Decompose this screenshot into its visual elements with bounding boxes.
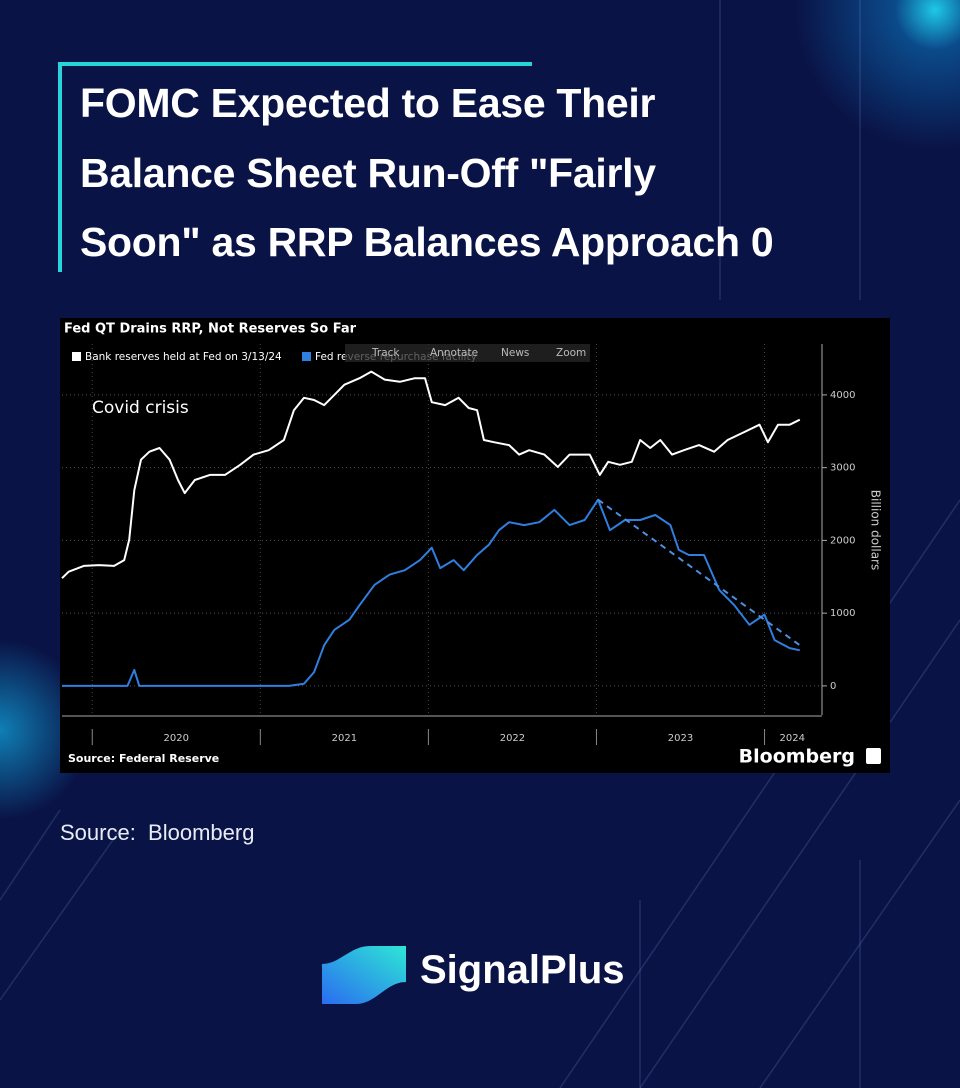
toolbar-item: News	[501, 347, 529, 359]
chart-background	[60, 318, 890, 773]
legend-swatch	[72, 352, 81, 361]
y-tick-label: 1000	[830, 608, 855, 619]
title-frame	[58, 62, 532, 272]
chart-brand: Bloomberg	[739, 746, 855, 768]
legend-swatch	[302, 352, 311, 361]
annotation: Covid crisis	[92, 398, 189, 418]
legend-label: Bank reserves held at Fed on 3/13/24	[85, 351, 282, 363]
title-line: Soon" as RRP Balances Approach 0	[80, 219, 774, 265]
title-line: Balance Sheet Run-Off "Fairly	[80, 150, 656, 196]
x-tick-label: 2020	[164, 733, 189, 744]
y-tick-label: 4000	[830, 390, 855, 401]
deco-line	[759, 799, 960, 1088]
series-line	[62, 498, 801, 687]
y-tick-label: 3000	[830, 463, 855, 474]
logo-icon	[322, 946, 406, 1004]
deco-line	[639, 619, 960, 1088]
y-tick-label: 2000	[830, 535, 855, 546]
chart-title: Fed QT Drains RRP, Not Reserves So Far	[64, 322, 357, 337]
chart-source: Source: Federal Reserve	[68, 752, 219, 765]
toolbar-item: Track	[371, 347, 400, 359]
series-line	[61, 370, 801, 579]
page-brand: SignalPlus	[420, 948, 625, 992]
x-tick-label: 2022	[500, 733, 525, 744]
title-line: FOMC Expected to Ease Their	[80, 80, 656, 126]
x-tick-label: 2021	[332, 733, 357, 744]
toolbar	[345, 344, 590, 362]
toolbar-item: Zoom	[556, 347, 586, 359]
toolbar-item: Annotate	[430, 347, 478, 359]
brand-icon	[866, 748, 881, 764]
x-tick-label: 2024	[780, 733, 805, 744]
deco-line	[0, 829, 121, 1001]
x-tick-label: 2023	[668, 733, 693, 744]
trendline	[597, 498, 801, 647]
page-source: Source: Bloomberg	[60, 820, 255, 845]
deco-line	[0, 809, 61, 901]
logo-shape	[322, 946, 406, 1004]
deco-line	[559, 499, 960, 1088]
y-tick-label: 0	[830, 681, 836, 692]
y-axis-label: Billion dollars	[869, 490, 883, 571]
